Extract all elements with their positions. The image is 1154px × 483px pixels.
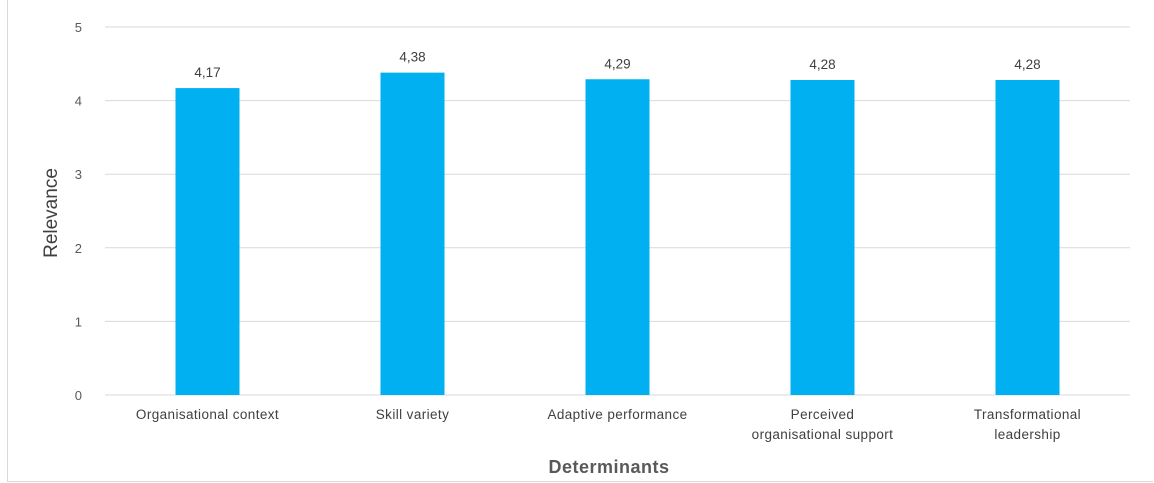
x-axis-title: Determinants (548, 457, 669, 477)
data-labels: 4,17 4,38 4,29 4,28 4,28 (194, 50, 1040, 80)
y-tick-label: 2 (75, 241, 82, 256)
x-tick-label: organisational support (752, 427, 894, 442)
x-tick-label: Skill variety (376, 407, 449, 422)
x-tick-label: Transformational (974, 407, 1081, 422)
y-tick-label: 1 (75, 314, 82, 329)
data-label: 4,17 (194, 65, 220, 80)
bar (585, 79, 650, 396)
bar (995, 79, 1060, 395)
x-tick-label: Adaptive performance (547, 407, 687, 422)
data-label: 4,38 (399, 50, 425, 65)
chart-frame (7, 0, 1153, 482)
data-label: 4,28 (809, 57, 835, 72)
y-tick-label: 4 (75, 94, 82, 109)
bars (175, 72, 1060, 396)
x-tick-label: leadership (994, 427, 1060, 442)
x-tick-label: Organisational context (136, 407, 279, 422)
y-axis-title: Relevance (41, 168, 62, 258)
data-label: 4,28 (1014, 57, 1040, 72)
y-tick-label: 5 (75, 20, 82, 35)
x-tick-label: Perceived (791, 407, 855, 422)
x-axis-categories: Organisational context Skill variety Adapt… (136, 407, 1081, 442)
y-tick-label: 3 (75, 167, 82, 182)
bar (380, 72, 445, 395)
data-label: 4,29 (604, 56, 630, 71)
bar (175, 88, 240, 395)
y-tick-label: 0 (75, 388, 82, 403)
bar (790, 79, 855, 395)
y-axis-ticks: 0 1 2 3 4 5 (75, 20, 82, 403)
